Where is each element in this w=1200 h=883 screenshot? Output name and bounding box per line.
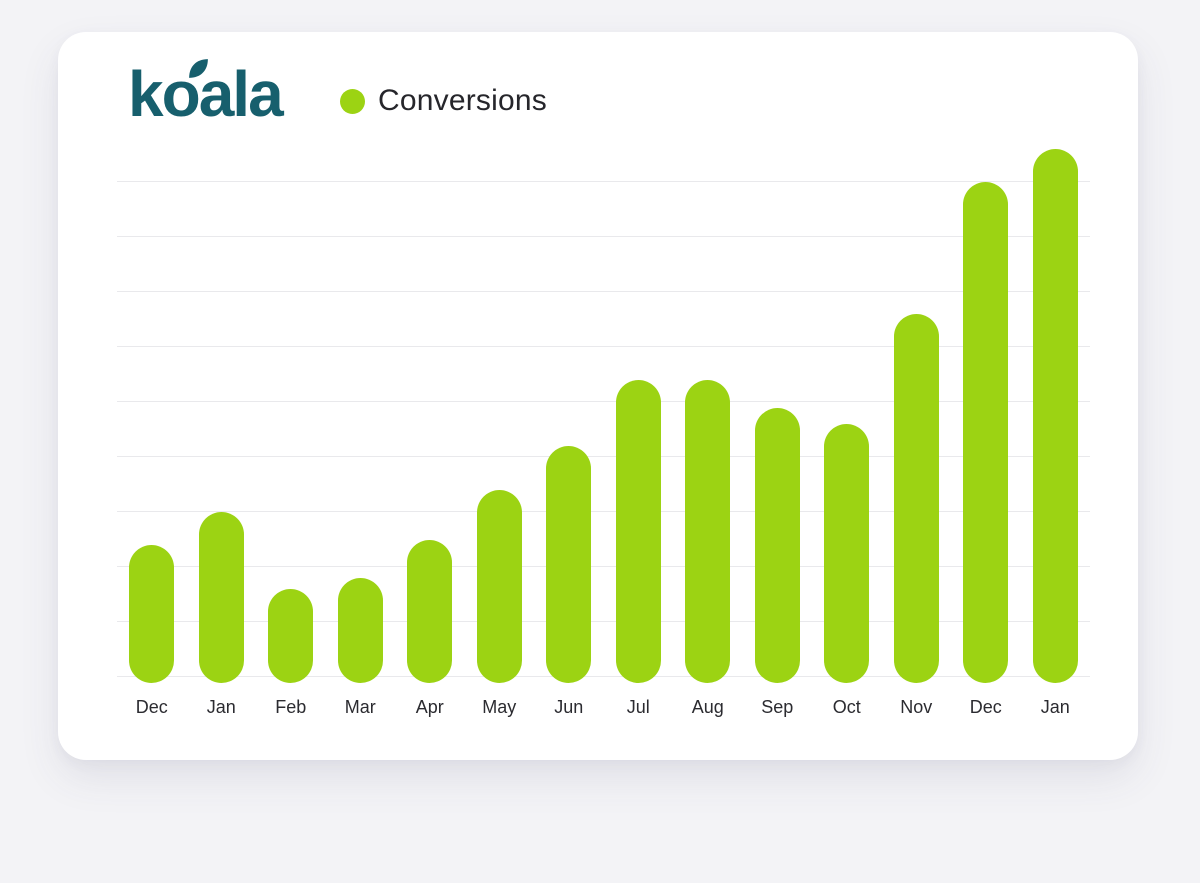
- bar-dec-0: [129, 545, 175, 683]
- koala-logo: koala: [128, 58, 284, 130]
- x-axis-label-8: Aug: [691, 697, 724, 717]
- x-axis-label-13: Jan: [1040, 697, 1070, 717]
- x-axis-labels: Dec Jan Feb Mar Apr May Jun Jul Aug Sep Oct Nov Dec J…: [117, 697, 1090, 718]
- x-axis-label-3: Mar: [344, 697, 376, 717]
- bar-column-sep-9: [743, 146, 813, 683]
- gridline: [117, 456, 1090, 457]
- x-axis-label-11: Nov: [900, 697, 933, 717]
- x-axis-label-1: Jan: [206, 697, 236, 717]
- gridline: [117, 566, 1090, 567]
- bar-column-aug-8: [673, 146, 743, 683]
- x-axis-label-6: Jun: [554, 697, 584, 717]
- gridline: [117, 291, 1090, 292]
- gridline: [117, 181, 1090, 182]
- bar-mar-3: [337, 578, 383, 683]
- bar-column-may-5: [465, 146, 535, 683]
- bar-column-jul-7: [604, 146, 674, 683]
- x-axis-label-10: Oct: [832, 697, 861, 717]
- bar-feb-2: [268, 589, 314, 683]
- bar-dec-12: [963, 182, 1009, 683]
- bar-column-jan-13: [1021, 146, 1091, 683]
- gridline: [117, 346, 1090, 347]
- bar-jul-7: [615, 380, 661, 683]
- logo-text: koala: [128, 58, 284, 130]
- bar-nov-11: [893, 314, 939, 683]
- bar-chart-plot: [117, 146, 1090, 683]
- gridline: [117, 401, 1090, 402]
- bar-apr-4: [407, 539, 453, 683]
- legend-label: Conversions: [378, 84, 547, 117]
- x-axis-label-9: Sep: [761, 697, 794, 717]
- bar-column-jan-1: [187, 146, 257, 683]
- x-axis-label-2: Feb: [275, 697, 307, 717]
- leaf-icon: [189, 59, 208, 78]
- bar-aug-8: [685, 380, 731, 683]
- gridline: [117, 621, 1090, 622]
- bar-jun-6: [546, 446, 592, 683]
- bar-column-jun-6: [534, 146, 604, 683]
- gridline: [117, 511, 1090, 512]
- bar-column-oct-10: [812, 146, 882, 683]
- bar-column-dec-12: [951, 146, 1021, 683]
- x-axis-label-7: Jul: [626, 697, 650, 717]
- bar-column-nov-11: [882, 146, 952, 683]
- bar-column-dec-0: [117, 146, 187, 683]
- x-axis-label-4: Apr: [415, 697, 444, 717]
- bar-oct-10: [824, 424, 870, 683]
- chart-legend: Conversions: [340, 84, 547, 118]
- x-axis-label-0: Dec: [135, 697, 168, 717]
- bar-may-5: [476, 490, 522, 683]
- x-axis-label-12: Dec: [969, 697, 1002, 717]
- bar-jan-13: [1032, 149, 1078, 683]
- gridline: [117, 236, 1090, 237]
- bars-row: [117, 146, 1090, 683]
- bar-jan-1: [198, 512, 244, 683]
- x-axis-label-5: May: [482, 697, 517, 717]
- bar-column-apr-4: [395, 146, 465, 683]
- legend-dot-icon: [340, 88, 365, 114]
- gridline: [117, 676, 1090, 677]
- chart-card: koala Conversions Dec Jan Feb Mar Apr May Jun J…: [58, 32, 1138, 760]
- bar-column-feb-2: [256, 146, 326, 683]
- bar-column-mar-3: [326, 146, 396, 683]
- bar-sep-9: [754, 407, 800, 683]
